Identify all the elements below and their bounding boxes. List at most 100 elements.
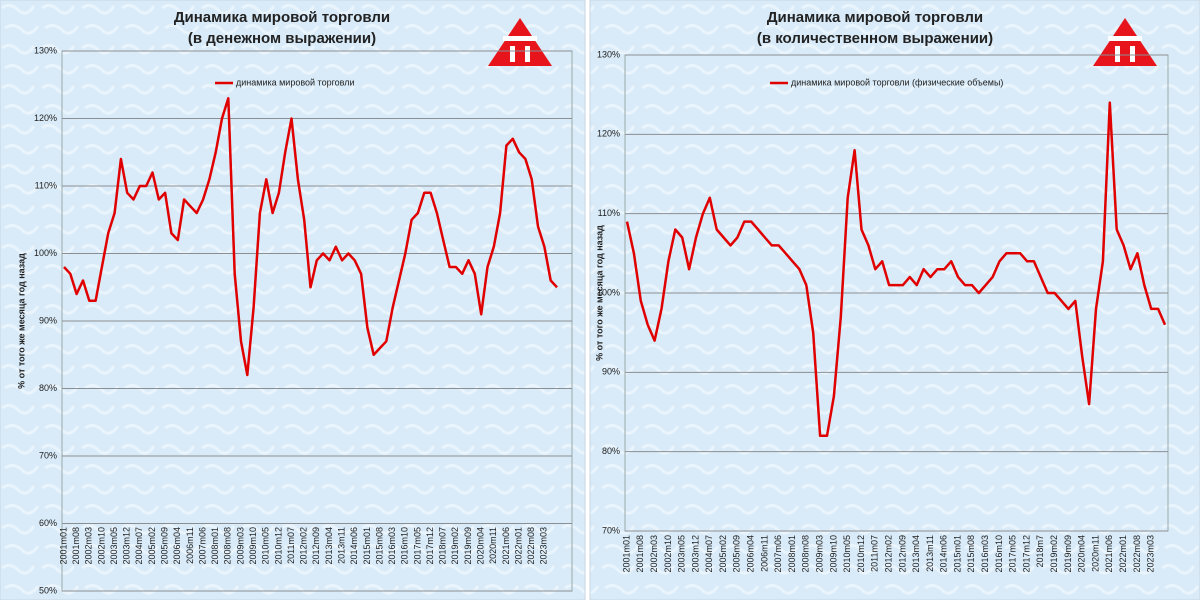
x-tick-label: 2017m12 — [1021, 535, 1031, 573]
x-tick-label: 2014m06 — [939, 535, 949, 573]
y-tick-label: 100% — [597, 287, 620, 297]
x-tick-label: 2023m03 — [539, 527, 549, 565]
x-tick-label: 2007m06 — [773, 535, 783, 573]
x-tick-label: 2016m03 — [980, 535, 990, 573]
chart-subtitle: (в количественном выражении) — [757, 30, 993, 47]
x-tick-label: 2007m06 — [197, 527, 207, 565]
y-tick-label: 130% — [597, 49, 620, 59]
x-tick-label: 2003m12 — [690, 535, 700, 573]
y-tick-label: 60% — [39, 518, 57, 528]
x-tick-label: 2018m7 — [1035, 535, 1045, 568]
x-tick-label: 2011m07 — [286, 527, 296, 564]
chart-subtitle: (в денежном выражении) — [188, 30, 376, 47]
data-line — [625, 101, 1167, 438]
x-tick-label: 2015m08 — [374, 527, 384, 565]
x-tick-label: 2019m02 — [1049, 535, 1059, 573]
x-tick-label: 2015m08 — [966, 535, 976, 573]
x-tick-label: 2002m03 — [84, 527, 94, 565]
x-tick-label: 2010m05 — [261, 527, 271, 565]
x-tick-label: 2004m07 — [704, 535, 714, 573]
x-tick-label: 2009m10 — [248, 527, 258, 565]
x-tick-label: 2001m08 — [71, 527, 81, 565]
x-tick-label: 2022m01 — [1118, 535, 1128, 573]
x-tick-label: 2003m05 — [109, 527, 119, 565]
x-tick-label: 2001m01 — [58, 527, 68, 565]
x-tick-label: 2008m01 — [210, 527, 220, 565]
x-tick-label: 2013m11 — [336, 527, 346, 564]
charts: Динамика мировой торговли (в денежном выр… — [16, 9, 1169, 595]
y-tick-label: 80% — [39, 383, 57, 393]
x-tick-label: 2005m02 — [718, 535, 728, 573]
x-tick-label: 2020m11 — [1090, 535, 1100, 572]
chart-title: Динамика мировой торговли — [174, 9, 390, 26]
x-tick-label: 2005m09 — [732, 535, 742, 573]
x-tick-label: 2003m05 — [677, 535, 687, 573]
x-tick-label: 2010m12 — [856, 535, 866, 573]
x-tick-label: 2015m01 — [952, 535, 962, 573]
x-tick-label: 2008m01 — [787, 535, 797, 573]
x-tick-label: 2012m09 — [897, 535, 907, 573]
x-tick-label: 2020m11 — [488, 527, 498, 564]
y-tick-label: 50% — [39, 585, 57, 595]
x-tick-label: 2019m02 — [450, 527, 460, 565]
y-tick-label: 130% — [34, 45, 57, 55]
y-tick-label: 80% — [602, 446, 620, 456]
x-tick-label: 2005m09 — [160, 527, 170, 565]
x-tick-label: 2018m07 — [438, 527, 448, 565]
legend-label: динамика мировой торговли (физические об… — [791, 77, 1003, 87]
x-tick-label: 2001m08 — [635, 535, 645, 573]
logo — [488, 18, 552, 66]
x-tick-label: 2022m08 — [526, 527, 536, 565]
y-axis-label: % от того же месяца год назад — [594, 225, 604, 361]
y-tick-label: 110% — [35, 180, 57, 190]
x-tick-label: 2016m10 — [994, 535, 1004, 573]
x-tick-label: 2006m04 — [172, 527, 182, 565]
x-tick-label: 2006m11 — [185, 527, 195, 564]
logo — [1093, 18, 1157, 66]
y-tick-label: 70% — [39, 450, 57, 460]
x-tick-label: 2009m03 — [815, 535, 825, 573]
x-tick-label: 2016m10 — [400, 527, 410, 565]
y-tick-label: 90% — [602, 367, 620, 377]
x-tick-label: 2009m03 — [235, 527, 245, 565]
x-tick-label: 2022m08 — [1132, 535, 1142, 573]
x-tick-label: 2008m08 — [801, 535, 811, 573]
x-tick-label: 2010m05 — [842, 535, 852, 573]
x-tick-label: 2013m04 — [911, 535, 921, 573]
panel-right — [589, 0, 1200, 601]
x-tick-label: 2017m05 — [1008, 535, 1018, 573]
y-tick-label: 100% — [34, 248, 57, 258]
x-tick-label: 2013m11 — [925, 535, 935, 572]
x-tick-label: 2002m03 — [649, 535, 659, 573]
x-tick-label: 2021m06 — [501, 527, 511, 565]
y-tick-label: 70% — [602, 525, 620, 535]
x-tick-label: 2009m10 — [828, 535, 838, 573]
x-tick-label: 2002m10 — [663, 535, 673, 573]
x-tick-label: 2006m11 — [759, 535, 769, 572]
x-tick-label: 2019m09 — [463, 527, 473, 565]
x-tick-label: 2008m08 — [223, 527, 233, 565]
x-tick-label: 2003m12 — [122, 527, 132, 565]
x-tick-label: 2015m01 — [362, 527, 372, 565]
x-tick-label: 2004m07 — [134, 527, 144, 565]
x-tick-label: 2011m07 — [870, 535, 880, 572]
y-tick-label: 110% — [598, 208, 620, 218]
x-tick-label: 2013m04 — [324, 527, 334, 565]
legend-label: динамика мировой торговли — [236, 77, 355, 87]
x-tick-label: 2006m04 — [746, 535, 756, 573]
panel-left — [0, 0, 586, 601]
data-line — [63, 97, 558, 377]
x-tick-label: 2014m06 — [349, 527, 359, 565]
x-tick-label: 2023m03 — [1146, 535, 1156, 573]
x-tick-label: 2016m03 — [387, 527, 397, 565]
x-tick-label: 2022m01 — [513, 527, 523, 565]
x-tick-label: 2002m10 — [96, 527, 106, 565]
x-tick-label: 2012m02 — [299, 527, 309, 565]
x-tick-label: 2012m09 — [311, 527, 321, 565]
x-tick-label: 2012m02 — [883, 535, 893, 573]
x-tick-label: 2019m09 — [1063, 535, 1073, 573]
x-tick-label: 2021m06 — [1104, 535, 1114, 573]
x-tick-label: 2020m04 — [1077, 535, 1087, 573]
